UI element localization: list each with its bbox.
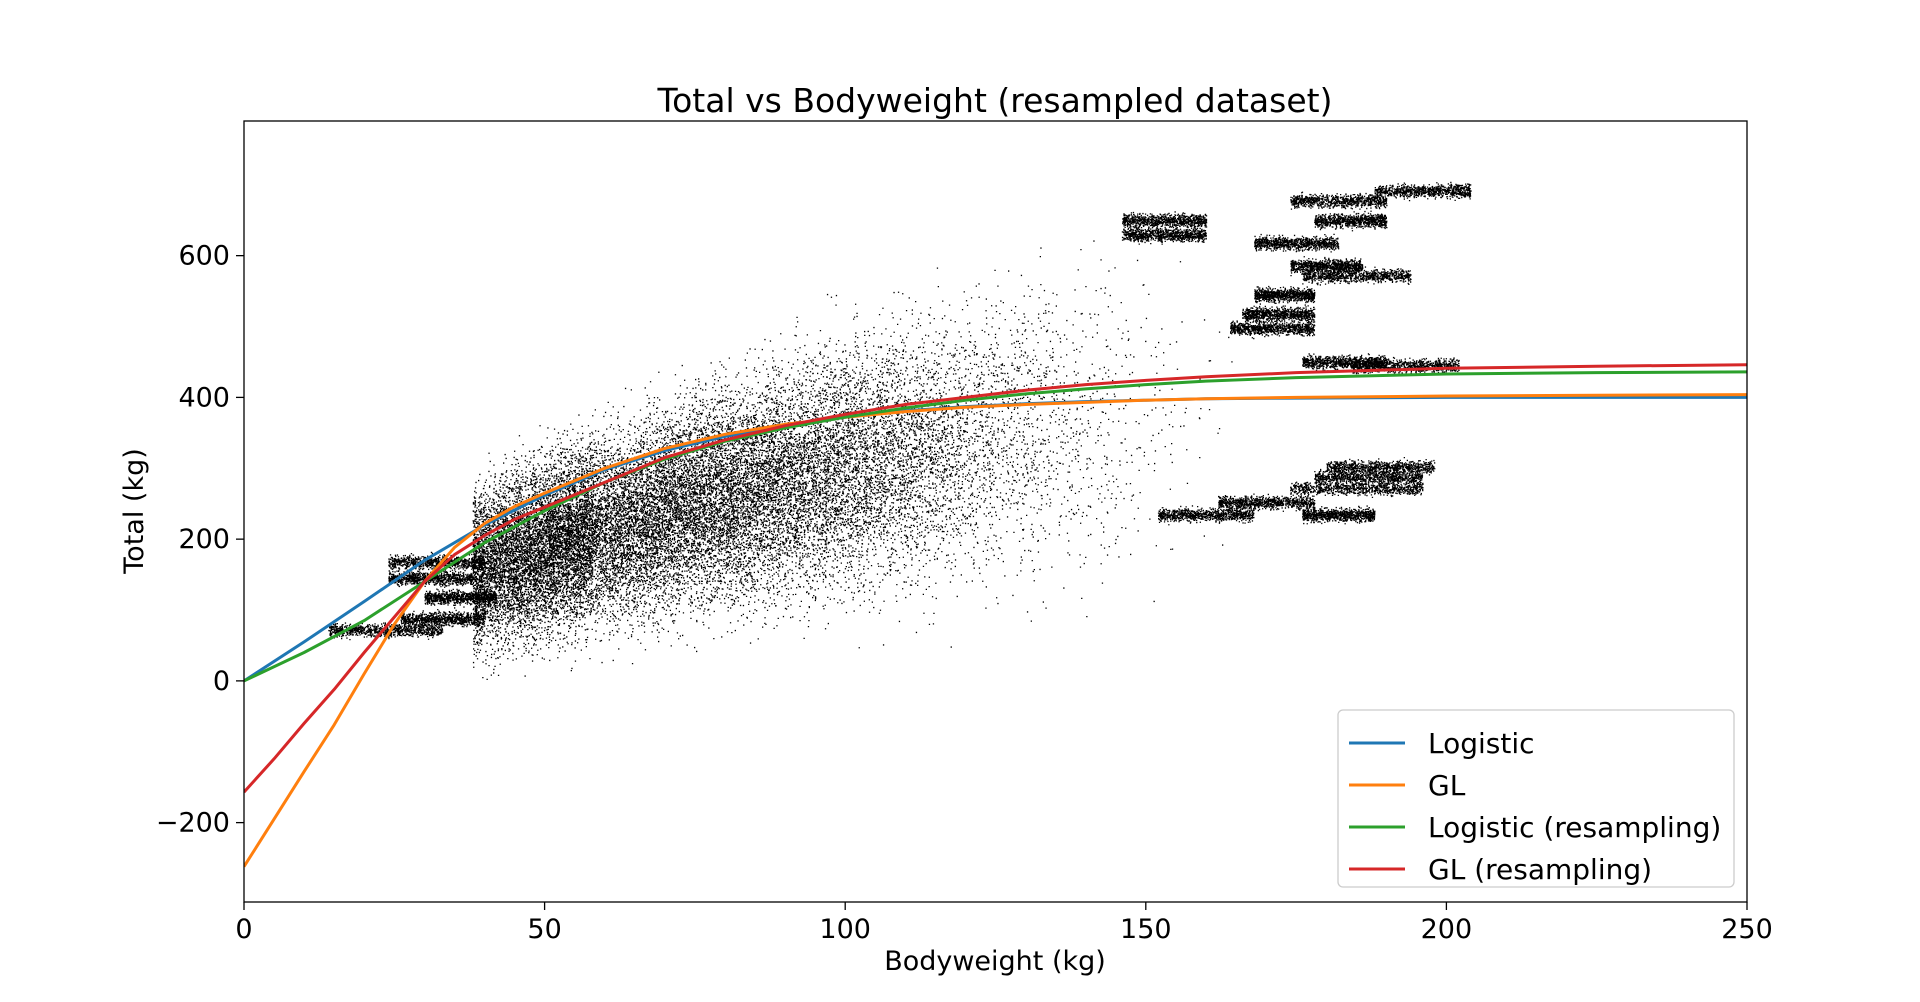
chart-title: Total vs Bodyweight (resampled dataset) (657, 81, 1333, 120)
legend-box (1337, 709, 1735, 888)
y-tick-label: 0 (213, 666, 230, 697)
legend-label: GL (resampling) (1428, 853, 1652, 886)
x-axis-ticks: 0 50 100 150 200 250 (235, 902, 1773, 945)
fit-lines (244, 363, 1747, 868)
x-tick-label: 200 (1421, 914, 1473, 945)
legend-label: Logistic (1428, 727, 1535, 760)
legend-entries: Logistic GL Logistic (resampling) GL (resam… (1349, 727, 1721, 886)
series-line-2 (244, 393, 1747, 868)
y-axis-ticks: −200 0 200 400 600 (156, 241, 244, 839)
y-axis-label: Total (kg) (119, 448, 150, 574)
x-tick-label: 250 (1721, 914, 1773, 945)
x-tick-label: 50 (527, 914, 561, 945)
y-tick-label: 200 (178, 524, 230, 555)
series-line-3 (244, 370, 1747, 683)
x-axis-label: Bodyweight (kg) (884, 946, 1106, 977)
plot-frame (243, 120, 1748, 903)
y-tick-label: 600 (178, 241, 230, 272)
series-line-4 (244, 363, 1747, 794)
scatter-points (328, 181, 1472, 681)
x-tick-label: 0 (235, 914, 252, 945)
legend-label: Logistic (resampling) (1428, 811, 1721, 844)
y-tick-label: 400 (178, 382, 230, 413)
x-tick-label: 100 (819, 914, 871, 945)
x-tick-label: 150 (1120, 914, 1172, 945)
legend: Logistic GL Logistic (resampling) GL (resam… (1337, 709, 1735, 888)
scatter-point-cloud (328, 181, 1472, 681)
y-tick-label: −200 (156, 808, 230, 839)
legend-label: GL (1428, 769, 1466, 802)
